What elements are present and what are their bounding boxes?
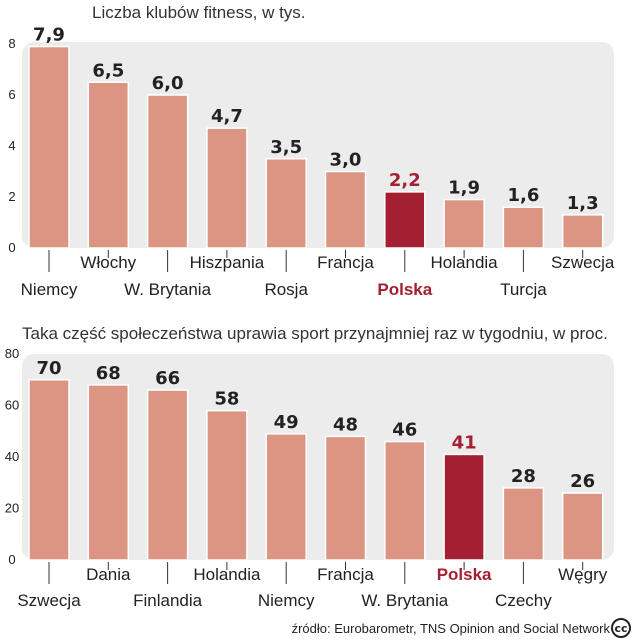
value-label: 48 xyxy=(333,414,358,435)
bar-niemcy xyxy=(28,45,70,249)
category-label: Szwecja xyxy=(17,591,81,610)
category-label: Turcja xyxy=(500,280,547,299)
y-tick-label: 20 xyxy=(5,501,19,516)
category-label: Dania xyxy=(86,565,131,584)
bar-holandia xyxy=(206,409,248,561)
bar-niemcy xyxy=(265,433,307,561)
bar-w-brytania xyxy=(146,94,189,249)
bar-węgry xyxy=(561,492,604,561)
value-label: 3,5 xyxy=(270,137,302,158)
value-label: 7,9 xyxy=(33,25,65,46)
category-label: Czechy xyxy=(495,591,552,610)
y-tick-label: 60 xyxy=(5,398,19,413)
value-label: 1,6 xyxy=(507,185,539,206)
bar-francja xyxy=(324,170,367,249)
bar-czechy xyxy=(502,487,545,561)
bar-szwecja xyxy=(561,214,604,249)
bar-polska xyxy=(443,453,485,561)
category-label: Niemcy xyxy=(21,280,78,299)
value-label: 70 xyxy=(36,358,61,379)
source-note: źródło: Eurobarometr, TNS Opinion and So… xyxy=(292,621,611,636)
category-label: Szwecja xyxy=(551,253,615,272)
chart-title: Liczba klubów fitness, w tys. xyxy=(92,3,306,22)
category-label: Holandia xyxy=(431,253,499,272)
value-label: 68 xyxy=(96,363,121,384)
y-tick-label: 8 xyxy=(8,36,15,51)
bar-hiszpania xyxy=(206,127,248,249)
value-label: 46 xyxy=(392,420,417,441)
bar-rosja xyxy=(265,158,307,249)
y-tick-label: 0 xyxy=(8,552,15,567)
bar-polska xyxy=(384,191,426,249)
chart-sport-weekly: Taka część społeczeństwa uprawia sport p… xyxy=(5,324,614,610)
bar-francja xyxy=(324,435,367,561)
category-label: Francja xyxy=(317,565,374,584)
category-label: Francja xyxy=(317,253,374,272)
bar-holandia xyxy=(443,198,485,249)
value-label: 28 xyxy=(511,466,536,487)
category-label: Polska xyxy=(437,565,492,584)
y-tick-label: 0 xyxy=(8,240,15,255)
value-label: 41 xyxy=(452,432,477,453)
category-label: Węgry xyxy=(558,565,608,584)
value-label: 1,3 xyxy=(567,193,599,214)
value-label: 3,0 xyxy=(330,150,362,171)
creative-commons-icon: cc xyxy=(611,618,631,638)
value-label: 58 xyxy=(214,389,239,410)
category-label: W. Brytania xyxy=(361,591,448,610)
value-label: 6,5 xyxy=(92,60,124,81)
y-tick-label: 2 xyxy=(8,189,15,204)
value-label: 4,7 xyxy=(211,106,243,127)
bar-szwecja xyxy=(28,379,70,561)
value-label: 66 xyxy=(155,368,180,389)
value-label: 26 xyxy=(570,471,595,492)
bar-dania xyxy=(87,384,130,561)
category-label: Rosja xyxy=(264,280,308,299)
bar-finlandia xyxy=(146,389,189,561)
y-tick-label: 40 xyxy=(5,449,19,464)
svg-text:cc: cc xyxy=(614,622,627,635)
chart-fitness-clubs: Liczba klubów fitness, w tys. 0 2 4 6 8 7,9 Nie… xyxy=(8,3,615,299)
category-label: Finlandia xyxy=(133,591,203,610)
value-label: 1,9 xyxy=(448,178,480,199)
chart-title: Taka część społeczeństwa uprawia sport p… xyxy=(22,324,608,343)
category-label: Polska xyxy=(377,280,432,299)
bar-w-brytania xyxy=(384,440,426,561)
value-label: 49 xyxy=(274,412,299,433)
y-tick-label: 4 xyxy=(8,138,15,153)
category-label: Holandia xyxy=(193,565,261,584)
bar-włochy xyxy=(87,81,130,249)
category-label: Niemcy xyxy=(258,591,315,610)
value-label: 6,0 xyxy=(152,73,184,94)
category-label: Hiszpania xyxy=(190,253,265,272)
category-label: Włochy xyxy=(80,253,136,272)
bar-turcja xyxy=(502,206,545,249)
y-tick-label: 6 xyxy=(8,87,15,102)
category-label: W. Brytania xyxy=(124,280,211,299)
value-label: 2,2 xyxy=(389,170,421,191)
y-tick-label: 80 xyxy=(5,346,19,361)
